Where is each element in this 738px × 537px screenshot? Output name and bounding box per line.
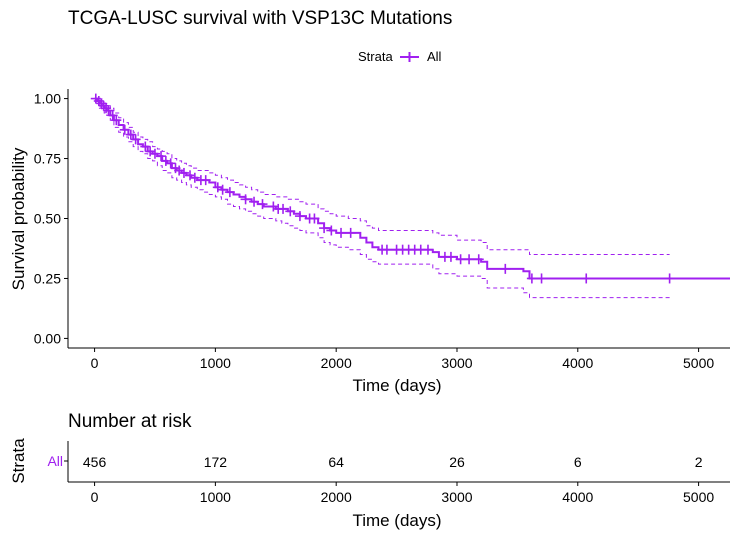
y-tick-label: 0.75 (34, 151, 61, 167)
censor-mark (156, 151, 167, 162)
censor-mark (224, 187, 235, 198)
censor-mark (536, 273, 547, 284)
risk-x-tick-label: 0 (91, 489, 99, 505)
censor-mark (101, 103, 112, 114)
risk-value: 2 (695, 454, 703, 470)
risk-x-tick-label: 4000 (562, 489, 593, 505)
censor-mark (249, 196, 260, 207)
risk-x-tick-label: 1000 (200, 489, 231, 505)
legend: Strata All (358, 49, 442, 64)
censor-mark (149, 148, 160, 159)
censor-mark (285, 206, 296, 217)
censor-mark (98, 100, 109, 111)
censor-mark (422, 244, 433, 255)
censor-mark (165, 158, 176, 169)
survival-curve-all (94, 97, 730, 280)
risk-table-title: Number at risk (68, 411, 192, 432)
censor-mark (103, 105, 114, 116)
risk-table-values: 456 172 64 26 6 2 (83, 454, 703, 470)
x-tick-label: 1000 (200, 355, 231, 371)
censor-mark (445, 251, 456, 262)
x-tick-label: 3000 (441, 355, 472, 371)
risk-value: 26 (449, 454, 465, 470)
censor-mark (278, 203, 289, 214)
risk-value: 172 (204, 454, 228, 470)
risk-x-tick-label: 2000 (321, 489, 352, 505)
censor-mark (473, 254, 484, 265)
censor-mark (189, 172, 200, 183)
y-axis-label: Survival probability (9, 147, 28, 290)
main-axes: 0.00 0.25 0.50 0.75 1.00 0 1000 2000 3000 4000 500… (34, 89, 730, 371)
censor-mark (119, 124, 130, 135)
y-tick-label: 0.25 (34, 270, 61, 286)
legend-entry-all: All (427, 49, 442, 64)
censor-mark (212, 182, 223, 193)
censor-mark (336, 227, 347, 238)
legend-title: Strata (358, 49, 393, 64)
ci-upper-line (94, 98, 670, 255)
censor-mark (200, 175, 211, 186)
risk-x-tick-label: 5000 (683, 489, 714, 505)
y-tick-label: 0.50 (34, 211, 61, 227)
chart-title: TCGA-LUSC survival with VSP13C Mutations (68, 8, 452, 29)
y-tick-label: 0.00 (34, 330, 61, 346)
censor-mark (145, 146, 156, 157)
censor-mark (464, 254, 475, 265)
censor-mark (240, 194, 251, 205)
censor-mark (319, 223, 330, 234)
risk-value: 64 (328, 454, 344, 470)
censor-mark (257, 199, 268, 210)
risk-x-axis-label: Time (days) (352, 511, 441, 530)
censor-mark (178, 167, 189, 178)
censor-mark (345, 227, 356, 238)
risk-table-axes: 0 1000 2000 3000 4000 5000 (64, 441, 730, 505)
risk-y-axis-label: Strata (9, 438, 28, 484)
ci-lower-line (94, 98, 670, 299)
censor-mark (217, 184, 228, 195)
censor-mark (326, 225, 337, 236)
censor-mark (526, 273, 537, 284)
censor-mark (500, 263, 511, 274)
risk-value: 6 (574, 454, 582, 470)
confidence-band (94, 98, 670, 299)
x-axis-label: Time (days) (352, 376, 441, 395)
censor-mark (111, 115, 122, 126)
censor-mark (160, 155, 171, 166)
censor-mark (581, 273, 592, 284)
censor-mark (185, 170, 196, 181)
x-tick-label: 4000 (562, 355, 593, 371)
censor-mark (455, 254, 466, 265)
censor-mark (130, 134, 141, 145)
censor-mark (381, 244, 392, 255)
risk-x-tick-label: 3000 (441, 489, 472, 505)
censor-marks (90, 93, 675, 284)
risk-row-label-all: All (47, 453, 63, 469)
censor-mark (268, 201, 279, 212)
censor-mark (664, 273, 675, 284)
censor-mark (93, 95, 104, 106)
y-tick-label: 1.00 (34, 91, 61, 107)
survival-curve-group (94, 97, 730, 280)
censor-mark (125, 129, 136, 140)
censor-mark (96, 98, 107, 109)
x-tick-label: 0 (91, 355, 99, 371)
risk-value: 456 (83, 454, 107, 470)
x-tick-label: 5000 (683, 355, 714, 371)
censor-mark (309, 213, 320, 224)
censor-mark (140, 141, 151, 152)
censor-mark (294, 211, 305, 222)
censor-mark (174, 165, 185, 176)
x-tick-label: 2000 (321, 355, 352, 371)
